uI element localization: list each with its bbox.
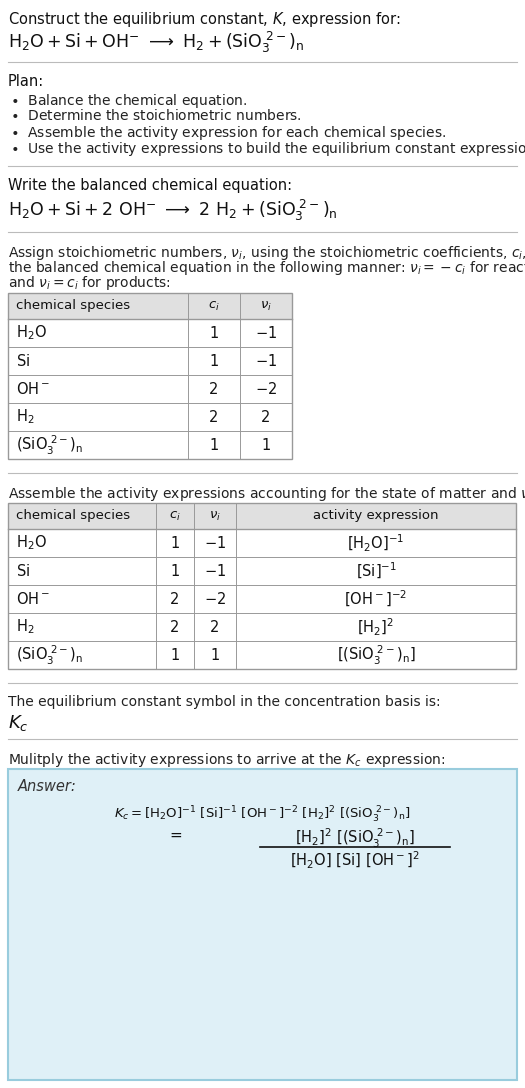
Bar (8, 503, 516, 529)
Text: $c_i$: $c_i$ (169, 509, 181, 522)
Text: 1: 1 (171, 535, 180, 551)
Text: 2: 2 (170, 619, 180, 634)
Text: Mulitply the activity expressions to arrive at the $K_c$ expression:: Mulitply the activity expressions to arr… (8, 751, 445, 769)
Text: $-1$: $-1$ (204, 535, 226, 551)
Text: $K_c$: $K_c$ (8, 713, 28, 733)
Text: $(\mathrm{SiO_3^{\ 2-}})_\mathrm{n}$: $(\mathrm{SiO_3^{\ 2-}})_\mathrm{n}$ (16, 433, 83, 457)
Text: $\bullet$  Balance the chemical equation.: $\bullet$ Balance the chemical equation. (10, 92, 247, 110)
Text: Construct the equilibrium constant, $K$, expression for:: Construct the equilibrium constant, $K$,… (8, 10, 401, 29)
Text: $(\mathrm{SiO_3^{\ 2-}})_\mathrm{n}$: $(\mathrm{SiO_3^{\ 2-}})_\mathrm{n}$ (16, 643, 83, 667)
Text: $K_c = [\mathrm{H_2O}]^{-1}\ [\mathrm{Si}]^{-1}\ [\mathrm{OH^-}]^{-2}\ [\mathrm{: $K_c = [\mathrm{H_2O}]^{-1}\ [\mathrm{Si… (114, 805, 410, 825)
Text: $\mathrm{H_2O}$: $\mathrm{H_2O}$ (16, 533, 47, 553)
Text: $\mathrm{Si}$: $\mathrm{Si}$ (16, 353, 30, 369)
Text: 1: 1 (261, 437, 270, 453)
Text: $-1$: $-1$ (255, 325, 277, 341)
Text: $\mathrm{H_2O + Si + 2\ OH^{-}}\ \longrightarrow\ \mathrm{2\ H_2 + (SiO_3^{\ 2-}: $\mathrm{H_2O + Si + 2\ OH^{-}}\ \longri… (8, 198, 338, 223)
Bar (8, 503, 516, 669)
Text: $-2$: $-2$ (204, 591, 226, 607)
Text: chemical species: chemical species (16, 509, 130, 522)
Text: Answer:: Answer: (18, 779, 77, 794)
Text: $-1$: $-1$ (204, 562, 226, 579)
Bar (8, 293, 292, 319)
Text: $[\mathrm{OH^-}]^{-2}$: $[\mathrm{OH^-}]^{-2}$ (344, 589, 407, 609)
Text: $\mathrm{OH^-}$: $\mathrm{OH^-}$ (16, 591, 50, 607)
Text: 2: 2 (209, 382, 219, 396)
Text: $\mathrm{Si}$: $\mathrm{Si}$ (16, 562, 30, 579)
Text: $\nu_i$: $\nu_i$ (260, 299, 272, 312)
Text: $\nu_i$: $\nu_i$ (209, 509, 221, 522)
Text: $\bullet$  Use the activity expressions to build the equilibrium constant expres: $\bullet$ Use the activity expressions t… (10, 140, 525, 158)
Text: $\mathrm{H_2O + Si + OH^{-}}\ \longrightarrow\ \mathrm{H_2 + (SiO_3^{\ 2-})_n}$: $\mathrm{H_2O + Si + OH^{-}}\ \longright… (8, 30, 304, 55)
Text: Plan:: Plan: (8, 74, 44, 89)
Text: 2: 2 (170, 592, 180, 606)
Text: 2: 2 (261, 409, 271, 424)
Bar (8, 769, 517, 1080)
Text: $[\mathrm{H_2O}]\ [\mathrm{Si}]\ [\mathrm{OH^-}]^2$: $[\mathrm{H_2O}]\ [\mathrm{Si}]\ [\mathr… (290, 850, 420, 871)
Text: 1: 1 (171, 647, 180, 663)
Text: $[(\mathrm{SiO_3^{\ 2-}})_\mathrm{n}]$: $[(\mathrm{SiO_3^{\ 2-}})_\mathrm{n}]$ (337, 643, 415, 667)
Text: activity expression: activity expression (313, 509, 439, 522)
Text: 1: 1 (209, 354, 218, 369)
Text: $=$: $=$ (167, 827, 183, 842)
Bar (8, 293, 292, 459)
Text: 1: 1 (171, 564, 180, 579)
Text: $-1$: $-1$ (255, 353, 277, 369)
Text: $[\mathrm{H_2}]^2$: $[\mathrm{H_2}]^2$ (358, 617, 395, 638)
Text: 1: 1 (209, 325, 218, 341)
Text: The equilibrium constant symbol in the concentration basis is:: The equilibrium constant symbol in the c… (8, 695, 440, 709)
Text: Assemble the activity expressions accounting for the state of matter and $\nu_i$: Assemble the activity expressions accoun… (8, 485, 525, 503)
Text: Write the balanced chemical equation:: Write the balanced chemical equation: (8, 178, 292, 193)
Text: $\bullet$  Assemble the activity expression for each chemical species.: $\bullet$ Assemble the activity expressi… (10, 124, 446, 143)
Text: and $\nu_i = c_i$ for products:: and $\nu_i = c_i$ for products: (8, 274, 171, 292)
Text: $[\mathrm{Si}]^{-1}$: $[\mathrm{Si}]^{-1}$ (355, 561, 396, 581)
Text: Assign stoichiometric numbers, $\nu_i$, using the stoichiometric coefficients, $: Assign stoichiometric numbers, $\nu_i$, … (8, 244, 525, 262)
Text: $\bullet$  Determine the stoichiometric numbers.: $\bullet$ Determine the stoichiometric n… (10, 108, 302, 123)
Text: $c_i$: $c_i$ (208, 299, 220, 312)
Text: $\mathrm{H_2}$: $\mathrm{H_2}$ (16, 408, 35, 426)
Text: 2: 2 (209, 409, 219, 424)
Text: 1: 1 (209, 437, 218, 453)
Text: the balanced chemical equation in the following manner: $\nu_i = -c_i$ for react: the balanced chemical equation in the fo… (8, 259, 525, 277)
Text: $\mathrm{OH^-}$: $\mathrm{OH^-}$ (16, 381, 50, 397)
Text: $[\mathrm{H_2O}]^{-1}$: $[\mathrm{H_2O}]^{-1}$ (348, 532, 405, 554)
Text: $-2$: $-2$ (255, 381, 277, 397)
Text: $\mathrm{H_2O}$: $\mathrm{H_2O}$ (16, 323, 47, 343)
Text: chemical species: chemical species (16, 299, 130, 312)
Text: $\mathrm{H_2}$: $\mathrm{H_2}$ (16, 618, 35, 636)
Text: 2: 2 (211, 619, 219, 634)
Text: 1: 1 (211, 647, 219, 663)
Text: $[\mathrm{H_2}]^2\ [(\mathrm{SiO_3^{\ 2-}})_\mathrm{n}]$: $[\mathrm{H_2}]^2\ [(\mathrm{SiO_3^{\ 2-… (295, 827, 415, 850)
